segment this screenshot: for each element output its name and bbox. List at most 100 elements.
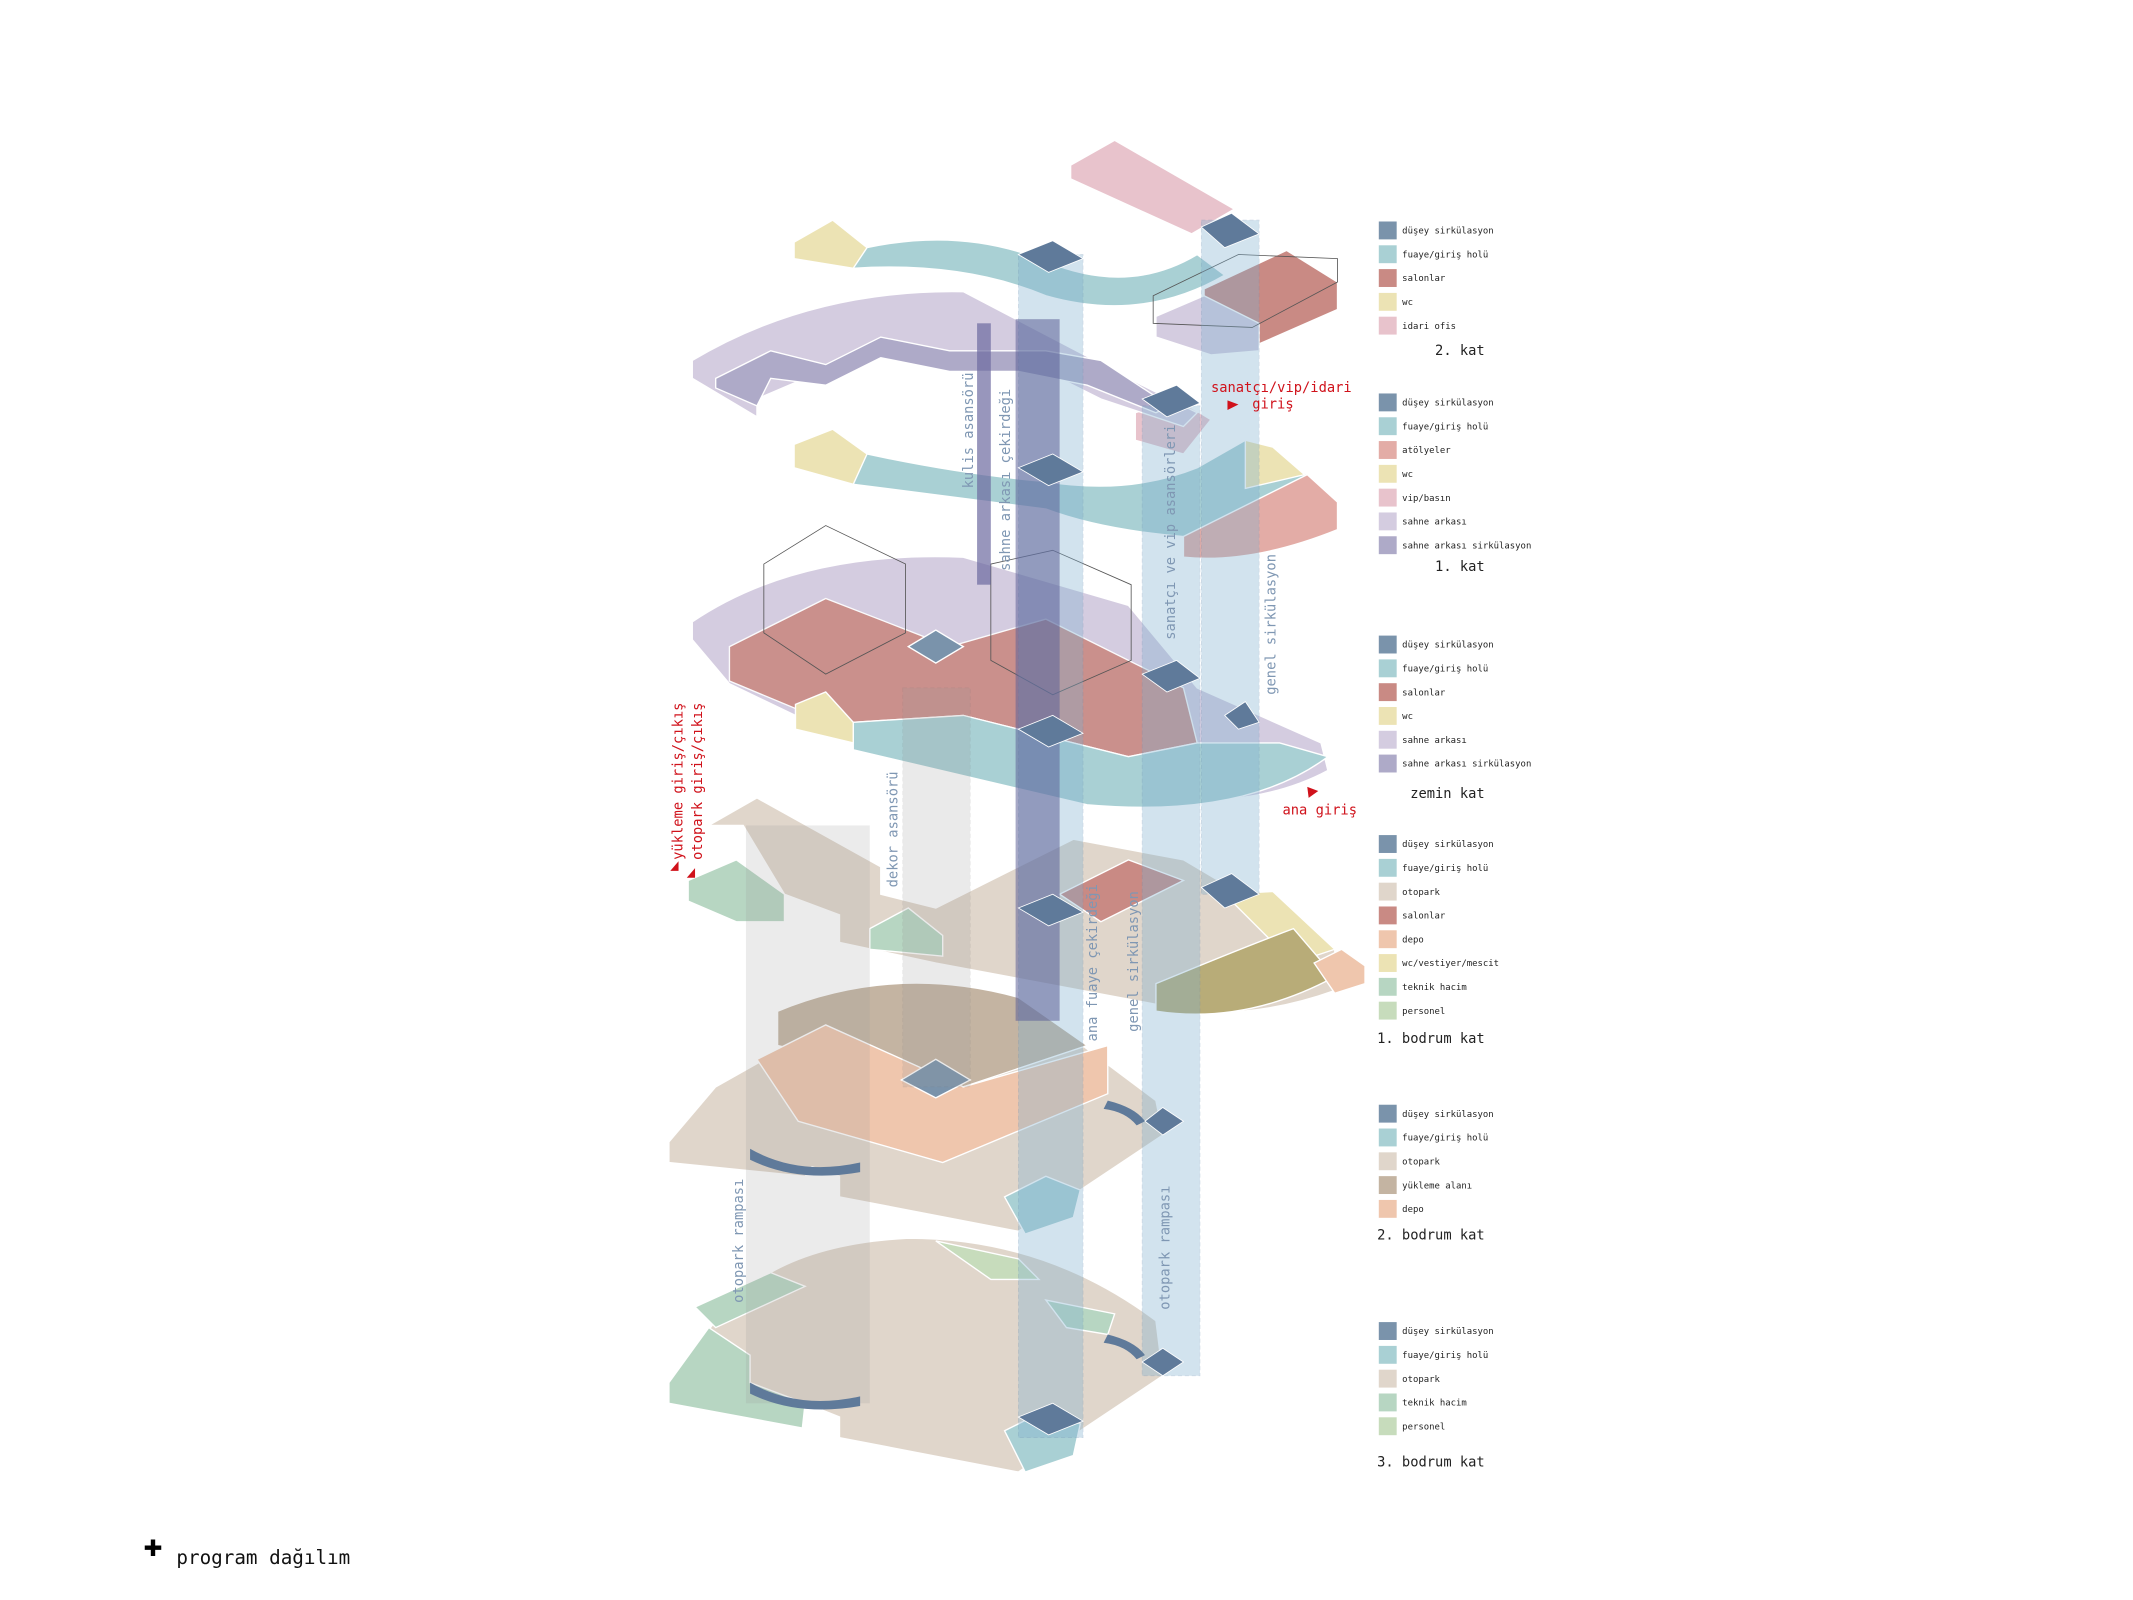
legends: düşey sirkülasyon fuaye/giriş holü salonla… [1377,221,1531,1471]
legend-label: wc [1402,712,1413,722]
legend-swatch [1378,1417,1397,1436]
legend-label: vip/basın [1402,494,1450,504]
storage-b1 [1313,948,1366,995]
legend-label: salonlar [1402,912,1446,922]
legend-swatch [1378,417,1397,436]
legend-swatch [1378,977,1397,996]
core-label: otopark rampası [731,1179,747,1303]
core-label: genel sirkülasyon [1264,554,1280,695]
legend-label: teknik hacim [1402,983,1467,993]
core-ground [906,629,965,664]
legend-label: fuaye/giriş holü [1402,422,1488,432]
entrance-arrow [1307,786,1319,798]
entrance-label: yükleme giriş/çıkış [671,703,687,860]
legend-swatch [1378,1104,1397,1123]
floor-legend: düşey sirkülasyon fuaye/giriş holü salonla… [1378,635,1531,802]
legend-label: düşey sirkülasyon [1402,641,1493,651]
legend-swatch [1378,292,1397,311]
ramp-volume [745,825,870,1404]
legend-label: atölyeler [1402,446,1451,456]
legend-swatch [1378,882,1397,901]
floor-legend: düşey sirkülasyon fuaye/giriş holü salonla… [1378,221,1494,359]
legend-swatch [1378,835,1397,853]
legend-label: düşey sirkülasyon [1402,227,1493,237]
technical-b1b [869,907,944,957]
floor-name: 1. kat [1435,559,1485,575]
wc-1 [793,428,868,486]
lift-cores [1017,212,1260,1436]
legend-swatch [1378,512,1397,531]
legend-label: salonlar [1402,274,1446,284]
core-label: dekor asansörü [885,771,901,887]
workshops-1 [1182,473,1339,560]
legend-swatch [1378,1345,1397,1364]
legend-swatch [1378,316,1397,335]
floor-legend: düşey sirkülasyon fuaye/giriş holü atölyel… [1378,393,1531,575]
hall-b1 [1058,859,1186,923]
floor-name: zemin kat [1410,786,1485,802]
legend-label: otopark [1402,888,1440,898]
legend-swatch [1378,1322,1397,1340]
legend-label: sahne arkası sirkülasyon [1402,541,1531,551]
legend-label: fuaye/giriş holü [1402,1351,1488,1361]
legend-label: personel [1402,1007,1445,1017]
legend-label: fuaye/giriş holü [1402,864,1488,874]
floor-name: 2. bodrum kat [1377,1228,1485,1244]
legend-swatch [1378,1001,1397,1020]
lobby-b2 [1003,1175,1082,1235]
legend-swatch [1378,269,1397,287]
legend-label: wc/vestiyer/mescit [1402,959,1499,969]
legend-swatch [1378,858,1397,877]
technical-b1 [687,859,786,923]
legend-swatch [1378,930,1397,949]
legend-swatch [1378,464,1397,483]
legend-swatch [1378,1176,1397,1195]
legend-label: otopark [1402,1157,1440,1167]
legend-swatch [1378,1393,1397,1412]
legend-label: fuaye/giriş holü [1402,665,1488,675]
legend-label: teknik hacim [1402,1399,1467,1409]
core-label: sahne arkası çekirdeği [998,389,1014,571]
decor-lift [902,687,971,1088]
legend-label: yükleme alanı [1402,1181,1472,1191]
legend-swatch [1378,536,1397,555]
legend-label: sahne arkası sirkülasyon [1402,760,1531,770]
plus-icon [144,1539,162,1556]
legend-swatch [1378,1152,1397,1171]
legend-swatch [1378,906,1397,925]
core-label: otopark rampası [1158,1186,1174,1310]
legend-label: personel [1402,1422,1445,1432]
legend-label: fuaye/giriş holü [1402,250,1488,260]
wings-lift [977,323,991,585]
wc-2 [793,219,868,270]
entrance-arrow [1227,400,1239,410]
floor-legend: düşey sirkülasyon fuaye/giriş holü otopark… [1377,1322,1494,1471]
title: program dağılım [176,1546,350,1569]
legend-swatch [1378,1128,1397,1147]
legend-swatch [1378,245,1397,264]
legend-label: salonlar [1402,688,1446,698]
legend-swatch [1378,221,1397,240]
drawing [668,139,1366,1473]
floor-name: 2. kat [1435,343,1485,359]
legend-label: depo [1402,935,1424,945]
wc-1b [1244,439,1306,490]
entrance-label: ana giriş [1282,802,1357,818]
legend-label: sahne arkası [1402,736,1467,746]
artist-core [1141,405,1201,1377]
entrance-label: sanatçı/vip/idari [1211,380,1352,396]
legend-label: düşey sirkülasyon [1402,399,1493,409]
legend-swatch [1378,730,1397,749]
entrance-label: otopark giriş/çıkış [690,703,706,860]
entrance-arrows [670,861,696,878]
staff-b3 [935,1240,1041,1281]
legend-swatch [1378,393,1397,412]
core-label: ana fuaye çekirdeği [1085,884,1101,1041]
floor-name: 1. bodrum kat [1377,1031,1485,1047]
floor-legend: düşey sirkülasyon fuaye/giriş holü otopark… [1377,1104,1494,1244]
core-label: genel sirkülasyon [1126,891,1142,1032]
legend-label: wc [1402,298,1413,308]
legend-swatch [1378,954,1397,972]
legend-swatch [1378,441,1397,459]
legend-swatch [1378,706,1397,725]
